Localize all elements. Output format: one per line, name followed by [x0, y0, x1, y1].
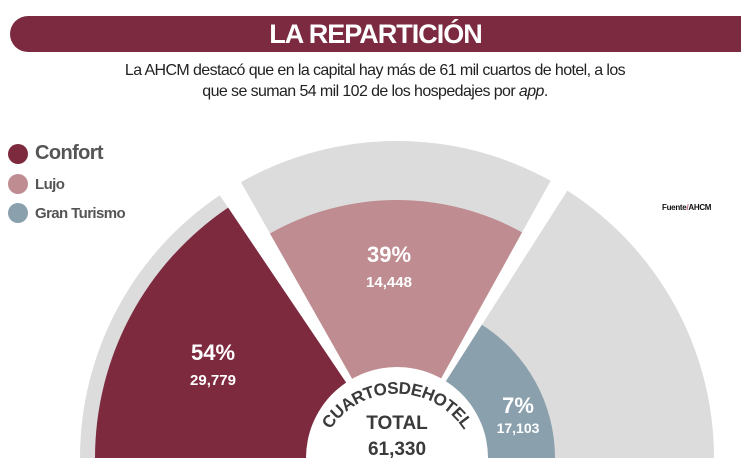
subtitle-line-2-end: .: [543, 83, 548, 100]
subtitle-italic-app: app: [518, 83, 545, 100]
subtitle-line-1: La AHCM destacó que en la capital hay má…: [124, 62, 626, 79]
legend-label: Confort: [35, 142, 104, 164]
legend-label: Gran Turismo: [35, 204, 126, 222]
legend-item-gran-turismo: Gran Turismo: [8, 203, 126, 223]
legend-dot-icon: [8, 203, 28, 223]
gran-turismo-percent: 7%: [502, 393, 534, 418]
data-wedges: [95, 199, 555, 458]
title-banner: LA REPARTICIÓN: [10, 16, 741, 52]
chart-title: LA REPARTICIÓN: [269, 19, 483, 49]
legend-item-confort: Confort: [8, 142, 125, 165]
subtitle-line-2: que se suman 54 mil 102 de los hospedaje…: [0, 81, 750, 102]
chart-subtitle: La AHCM destacó que en la capital hay má…: [0, 60, 750, 102]
center-circle: [306, 367, 488, 473]
lujo-value: 14,448: [366, 274, 412, 291]
legend-item-lujo: Lujo: [8, 174, 125, 194]
subtitle-line-2-text: que se suman 54 mil 102 de los hospedaje…: [202, 83, 519, 100]
legend-dot-icon: [8, 174, 28, 194]
gran-turismo-value: 17,103: [497, 420, 540, 436]
total-value: 61,330: [368, 439, 426, 460]
total-label: TOTAL: [366, 413, 428, 434]
wedge-confort: [95, 207, 397, 458]
confort-percent: 54%: [191, 340, 235, 365]
source-note: Fuente/AHCM: [662, 203, 711, 212]
legend: Confort Lujo Gran Turismo: [8, 142, 126, 232]
confort-value: 29,779: [190, 372, 236, 389]
lujo-percent: 39%: [367, 242, 411, 267]
source-label: Fuente: [662, 203, 687, 212]
wedge-lujo: [269, 199, 523, 458]
source-separator: /: [686, 203, 689, 212]
legend-dot-icon: [8, 143, 28, 164]
source-value: AHCM: [688, 203, 712, 212]
legend-label: Lujo: [35, 175, 65, 193]
